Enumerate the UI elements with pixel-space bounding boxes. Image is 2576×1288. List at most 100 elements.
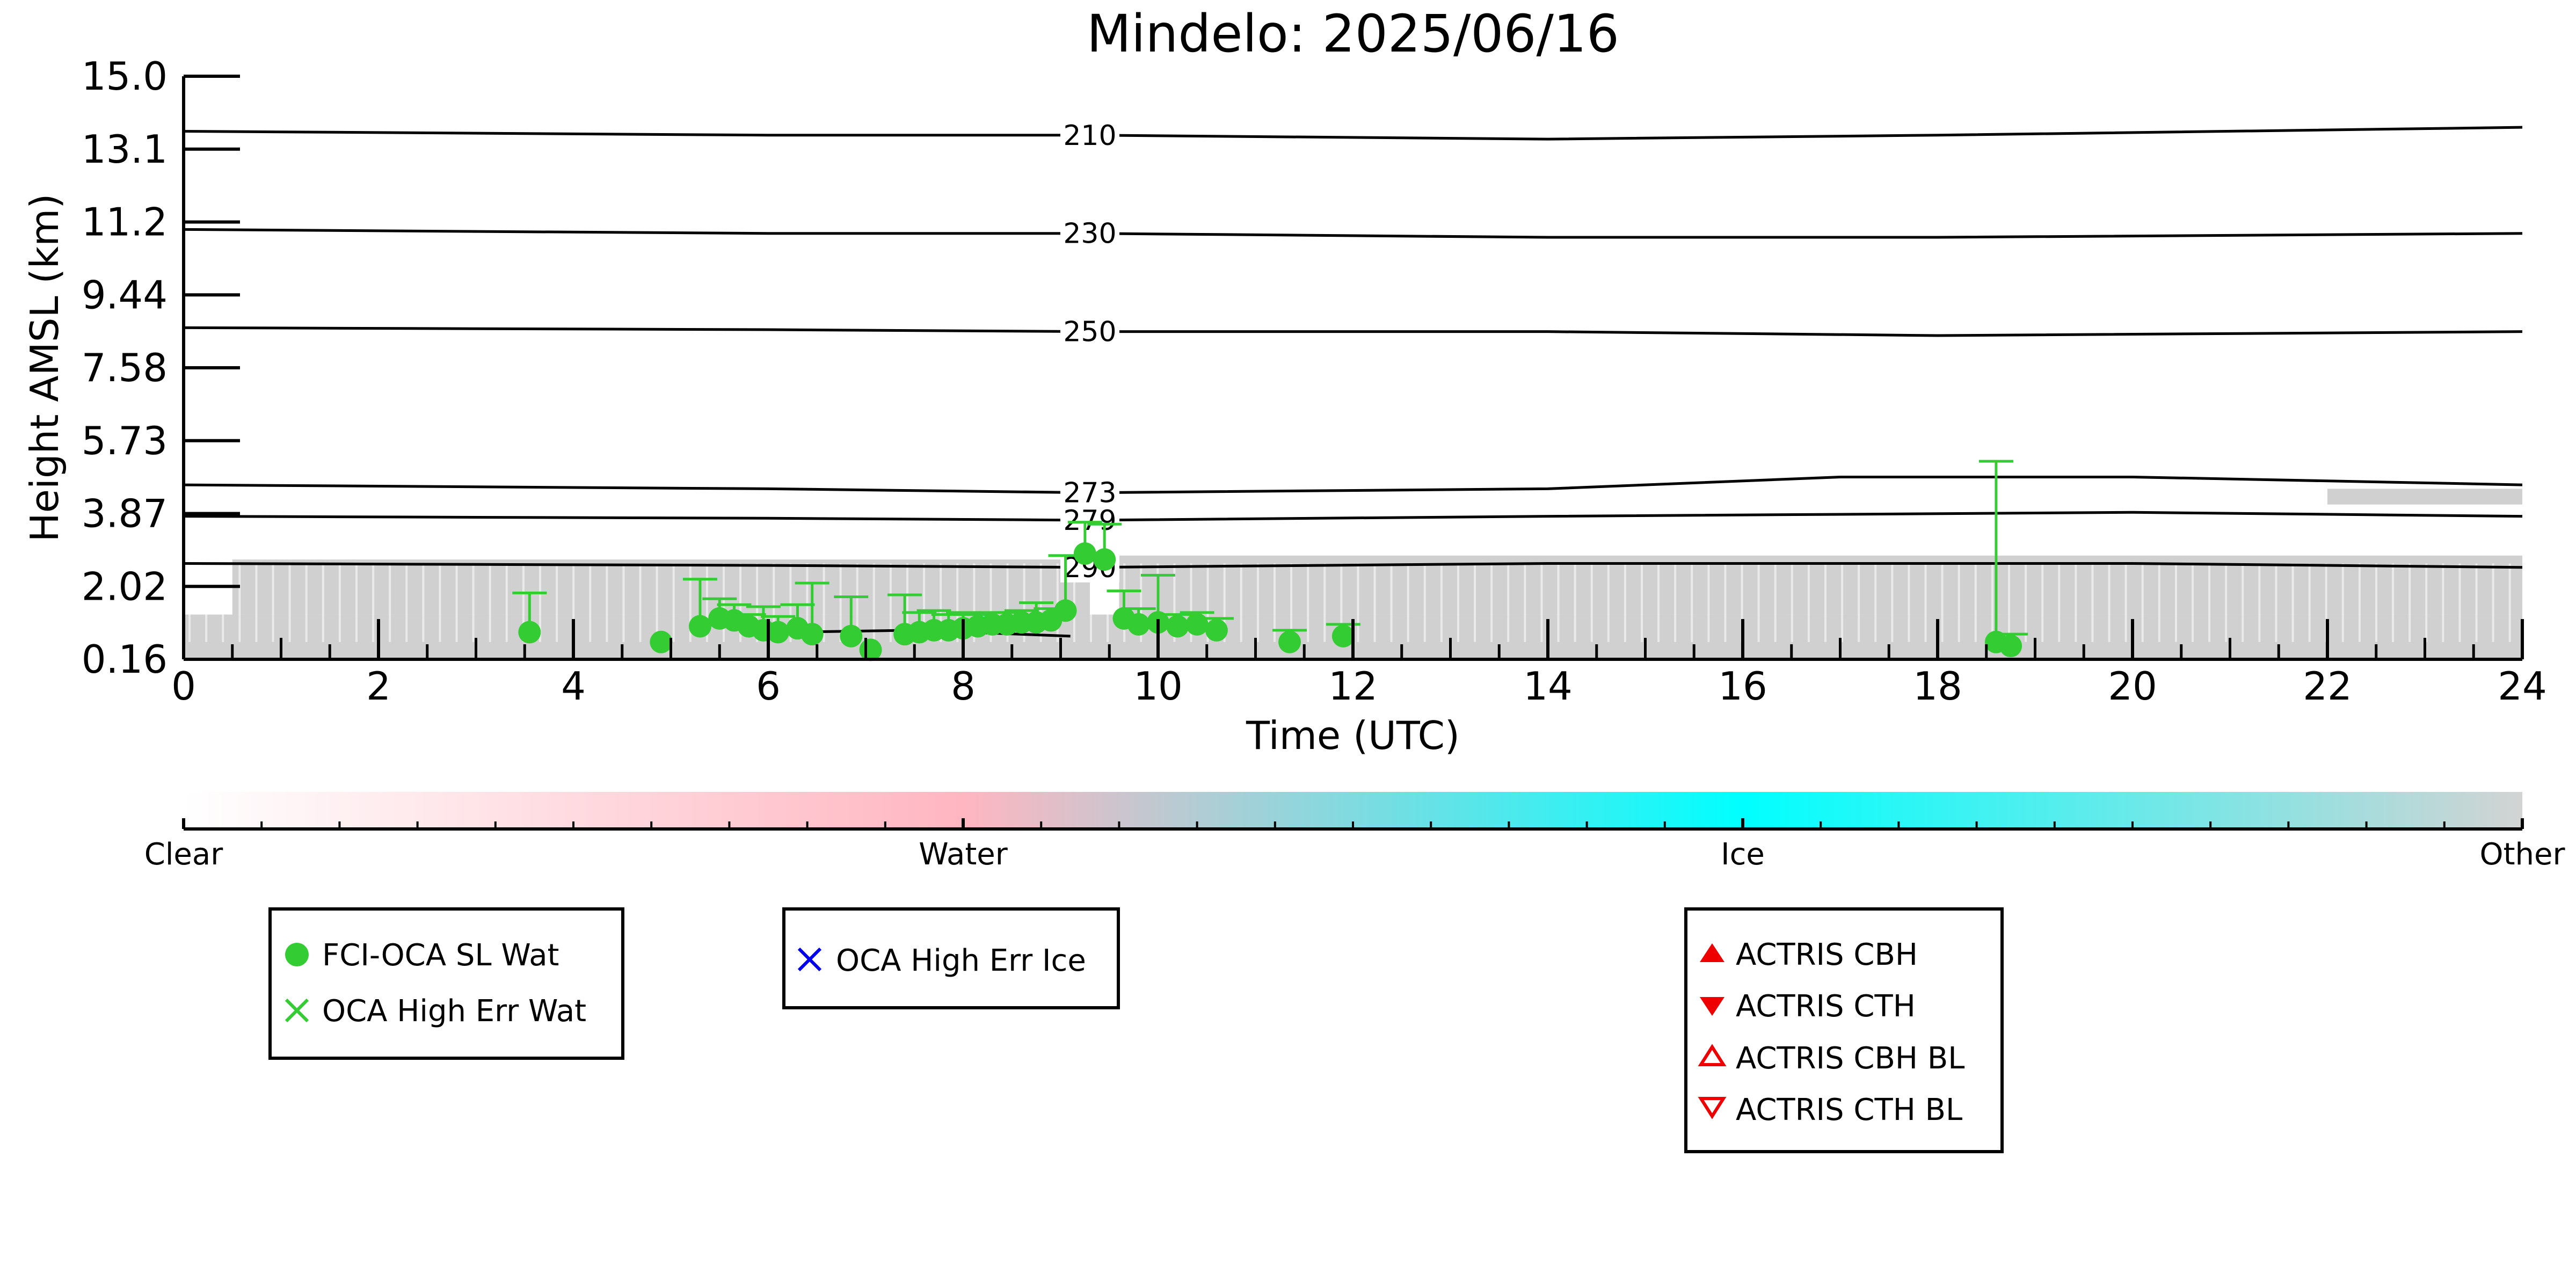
cloud-mask-gap: [1908, 563, 1910, 642]
colorbar: Clear Water Ice Other: [144, 792, 2565, 872]
colorbar-ticks: [182, 818, 2524, 829]
cloud-mask-gap: [739, 563, 742, 642]
cloud-mask-gap: [1741, 563, 1743, 642]
contour-label-bg: [1060, 316, 1119, 347]
cloud-mask-gap: [1557, 563, 1560, 642]
cloud-mask-gap: [1724, 563, 1727, 642]
cloud-mask-gap: [1974, 563, 1977, 642]
cloud-mask-gap: [2075, 563, 2077, 642]
cloud-mask-gap: [2191, 563, 2194, 642]
data-point: [1278, 630, 1301, 653]
x-tick-label: 10: [1133, 664, 1183, 709]
cloud-mask-gap: [288, 563, 291, 642]
legend-entry: ACTRIS CBH: [1736, 937, 1918, 972]
cloud-mask-gap: [2291, 563, 2294, 642]
cloud-mask-gap: [1607, 563, 1610, 642]
legend-marker-triangle-down: [1700, 997, 1724, 1016]
cloud-mask-gap: [1691, 563, 1693, 642]
cloud-mask-gap: [2025, 563, 2027, 642]
y-tick-label: 7.58: [82, 345, 168, 390]
contour-label-bg: [1060, 120, 1119, 150]
cloud-mask-gap: [2442, 563, 2444, 642]
cloud-mask-gap: [1674, 563, 1677, 642]
cloud-mask-gap: [1457, 563, 1459, 642]
legend-marker-x: [285, 998, 309, 1023]
cloud-mask-gap: [705, 563, 708, 642]
chart-title: Mindelo: 2025/06/16: [1087, 4, 1619, 64]
contour-label-bg: [1060, 218, 1119, 249]
x-tick-label: 24: [2498, 664, 2547, 709]
contour-line: [183, 511, 2523, 522]
x-tick-label: 16: [1718, 664, 1767, 709]
x-axis-label: Time (UTC): [1246, 713, 1460, 758]
data-series: [512, 460, 2028, 661]
legend-actris: ACTRIS CBH ACTRIS CTH ACTRIS CBH BL ACTR…: [1684, 907, 2004, 1153]
cloud-mask-gap: [1089, 563, 1092, 642]
cloud-mask-gap: [455, 563, 458, 642]
cloud-mask-gap: [1757, 563, 1760, 642]
x-tick-label: 22: [2303, 664, 2352, 709]
cloud-mask-gap: [2492, 563, 2494, 642]
cloud-mask-gap: [2141, 563, 2144, 642]
cloud-mask-gap: [1240, 563, 1242, 642]
y-tick-label: 11.2: [82, 200, 168, 245]
y-tick-label: 0.16: [82, 637, 168, 682]
cloud-mask-gap: [1273, 563, 1276, 642]
cloud-mask-gap: [1340, 563, 1343, 642]
cloud-mask-gap: [2058, 563, 2061, 642]
cloud-mask-gap: [989, 563, 992, 642]
x-tick-label: 0: [171, 664, 196, 709]
data-point: [1054, 599, 1077, 622]
cloud-mask-gap: [2341, 563, 2344, 642]
legend-marker-x: [797, 947, 822, 972]
colorbar-label-water: Water: [919, 837, 1008, 872]
cloud-mask-gap: [973, 563, 976, 642]
cloud-mask-gap: [2208, 563, 2211, 642]
cloud-mask-gap: [1107, 563, 1109, 642]
contour-label-bg: [1060, 505, 1119, 535]
legend-entry: ACTRIS CTH: [1736, 989, 1916, 1024]
y-tick-label: 9.44: [82, 272, 168, 317]
cloud-mask-band: [232, 559, 1090, 615]
cloud-mask-gap: [773, 563, 775, 642]
x-tick-label: 2: [366, 664, 391, 709]
cloud-mask-gap: [2124, 563, 2127, 642]
cloud-mask-gap: [238, 563, 241, 642]
cloud-mask-gap: [1991, 563, 1993, 642]
data-point: [1166, 615, 1189, 638]
contour-label-bg: [1060, 477, 1119, 508]
cloud-mask-gap: [2325, 563, 2327, 642]
legend-marker-triangle-up-open: [1698, 1044, 1727, 1066]
cloud-mask-gap: [1357, 563, 1359, 642]
cloud-mask-gap: [1891, 563, 1894, 642]
cloud-mask-gap: [2408, 563, 2411, 642]
legend-oca-ice: OCA High Err Ice: [782, 907, 1120, 1009]
legend-entry: FCI-OCA SL Wat: [322, 938, 559, 973]
legend-entry: OCA High Err Ice: [836, 943, 1086, 978]
contour-label: 279: [1063, 505, 1116, 537]
cloud-mask-gap: [789, 563, 792, 642]
colorbar-label-clear: Clear: [144, 837, 223, 872]
cloud-mask-gap: [622, 563, 625, 642]
legend-marker-triangle-down-open: [1698, 1097, 1727, 1119]
data-point: [1093, 548, 1116, 571]
cloud-mask-gap: [1624, 563, 1626, 642]
cloud-mask-gap: [872, 563, 875, 642]
cloud-mask-gap: [1841, 563, 1844, 642]
cloud-mask-gap: [505, 563, 508, 642]
y-axis-label: Height AMSL (km): [22, 194, 67, 542]
contour-line: [183, 228, 2523, 239]
colorbar-label-ice: Ice: [1721, 837, 1765, 872]
x-tick-label: 4: [561, 664, 586, 709]
data-point: [650, 630, 673, 653]
data-point: [840, 624, 863, 647]
cloud-mask-gap: [1206, 563, 1209, 642]
cloud-mask-gap: [1791, 563, 1793, 642]
cloud-mask-gap: [1657, 563, 1660, 642]
cloud-mask-gap: [255, 563, 258, 642]
cloud-mask-gap: [2258, 563, 2261, 642]
cloud-mask-gap: [188, 563, 191, 642]
cloud-mask-gap: [1490, 563, 1493, 642]
